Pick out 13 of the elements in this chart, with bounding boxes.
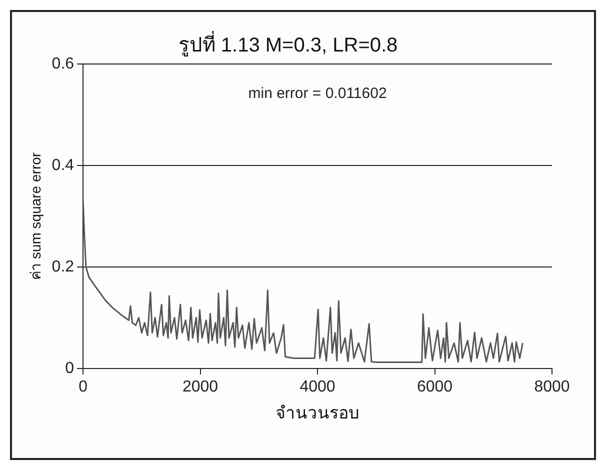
x-axis-title: จำนวนรอบ: [276, 403, 360, 422]
annotation: min error = 0.011602: [248, 85, 387, 102]
y-axis-title: ค่า sum square error: [27, 152, 44, 280]
y-tick-label: 0.4: [52, 156, 74, 174]
x-tick-label: 2000: [182, 378, 218, 396]
y-tick-label: 0.2: [52, 258, 74, 276]
x-tick-label: 6000: [416, 378, 453, 396]
x-tick-label: 8000: [534, 378, 570, 396]
x-tick-label: 0: [78, 378, 88, 396]
y-tick-label: 0: [65, 360, 74, 377]
x-tick-label: 4000: [300, 378, 336, 396]
chart-title: รูปที่ 1.13 M=0.3, LR=0.8: [178, 30, 398, 58]
y-tick-label: 0.6: [52, 55, 74, 72]
